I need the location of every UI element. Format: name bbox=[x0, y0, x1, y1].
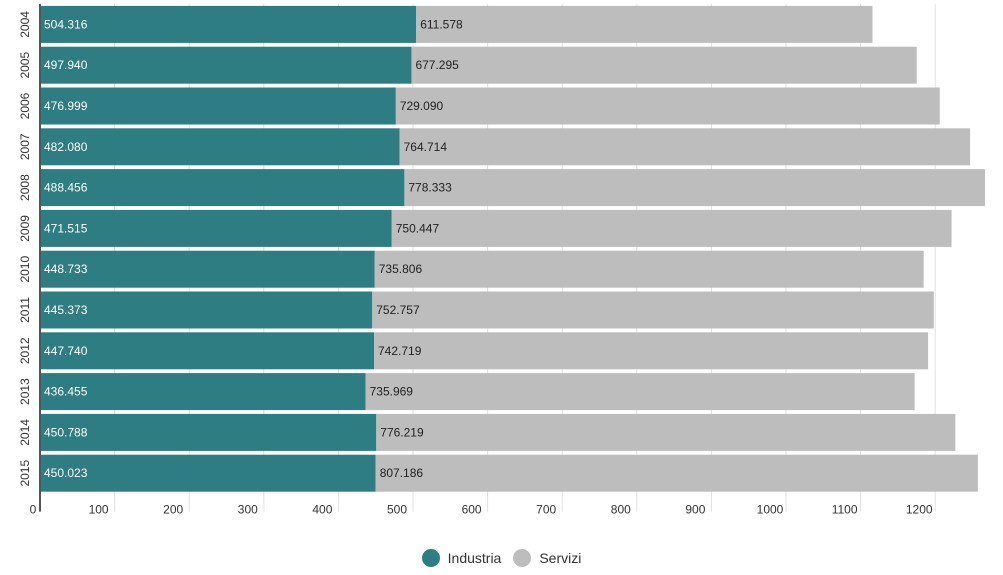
data-label-industria-2011: 445.373 bbox=[44, 303, 88, 317]
data-label-servizi-2011: 752.757 bbox=[376, 303, 420, 317]
x-tick-label: 1200 bbox=[906, 503, 933, 517]
legend-item-industria[interactable]: Industria bbox=[421, 549, 502, 567]
data-label-industria-2009: 471.515 bbox=[44, 221, 88, 235]
x-tick-label: 600 bbox=[462, 503, 482, 517]
legend-label-industria: Industria bbox=[447, 550, 502, 566]
data-label-servizi-2007: 764.714 bbox=[404, 140, 448, 154]
category-label: 2014 bbox=[18, 419, 32, 446]
x-tick-label: 100 bbox=[89, 503, 109, 517]
data-label-servizi-2015: 807.186 bbox=[380, 466, 424, 480]
bar-servizi-2008[interactable] bbox=[404, 169, 986, 207]
category-label: 2004 bbox=[18, 11, 32, 38]
x-tick-label: 200 bbox=[163, 503, 183, 517]
bar-industria-2011[interactable] bbox=[40, 291, 373, 329]
bar-industria-2009[interactable] bbox=[40, 209, 392, 247]
bar-industria-2012[interactable] bbox=[40, 332, 375, 370]
bar-servizi-2015[interactable] bbox=[375, 454, 978, 492]
data-label-servizi-2012: 742.719 bbox=[378, 344, 422, 358]
bar-industria-2006[interactable] bbox=[40, 87, 396, 125]
category-label: 2012 bbox=[18, 337, 32, 364]
category-label: 2013 bbox=[18, 378, 32, 405]
category-label: 2011 bbox=[18, 297, 32, 323]
legend-swatch-industria bbox=[421, 549, 440, 567]
data-label-servizi-2008: 778.333 bbox=[408, 181, 452, 195]
legend-label-servizi: Servizi bbox=[539, 550, 582, 566]
category-label: 2007 bbox=[18, 133, 32, 160]
legend: Industria Servizi bbox=[0, 546, 1003, 570]
legend-item-servizi[interactable]: Servizi bbox=[513, 549, 581, 567]
x-tick-label: 400 bbox=[312, 503, 332, 517]
data-label-industria-2014: 450.788 bbox=[44, 425, 88, 439]
bar-industria-2005[interactable] bbox=[40, 46, 412, 84]
bar-servizi-2013[interactable] bbox=[365, 373, 915, 411]
data-label-industria-2015: 450.023 bbox=[44, 466, 88, 480]
data-label-servizi-2006: 729.090 bbox=[400, 99, 444, 113]
data-label-industria-2004: 504.316 bbox=[44, 17, 88, 31]
category-label: 2008 bbox=[18, 174, 32, 201]
data-label-industria-2005: 497.940 bbox=[44, 58, 88, 72]
x-tick-label: 1000 bbox=[757, 503, 784, 517]
category-label: 2009 bbox=[18, 215, 32, 242]
bar-industria-2008[interactable] bbox=[40, 169, 405, 207]
x-tick-label: 800 bbox=[611, 503, 631, 517]
bar-industria-2015[interactable] bbox=[40, 454, 376, 492]
bar-industria-2007[interactable] bbox=[40, 128, 400, 166]
data-label-servizi-2004: 611.578 bbox=[420, 17, 463, 31]
x-tick-label: 0 bbox=[30, 503, 37, 517]
x-tick-label: 1100 bbox=[832, 503, 858, 517]
category-label: 2006 bbox=[18, 92, 32, 119]
x-tick-label: 700 bbox=[536, 503, 556, 517]
bar-servizi-2009[interactable] bbox=[391, 209, 952, 247]
data-label-servizi-2013: 735.969 bbox=[370, 385, 414, 399]
bar-servizi-2006[interactable] bbox=[395, 87, 940, 125]
category-label: 2005 bbox=[18, 52, 32, 79]
data-label-industria-2013: 436.455 bbox=[44, 385, 88, 399]
data-label-servizi-2009: 750.447 bbox=[396, 221, 440, 235]
bar-servizi-2007[interactable] bbox=[399, 128, 971, 166]
data-label-industria-2008: 488.456 bbox=[44, 181, 88, 195]
bar-servizi-2005[interactable] bbox=[411, 46, 917, 84]
bar-servizi-2012[interactable] bbox=[374, 332, 929, 370]
legend-swatch-servizi bbox=[513, 549, 532, 567]
data-label-servizi-2014: 776.219 bbox=[380, 425, 424, 439]
bar-servizi-2011[interactable] bbox=[372, 291, 934, 329]
bar-servizi-2014[interactable] bbox=[376, 413, 956, 451]
data-label-servizi-2005: 677.295 bbox=[415, 58, 459, 72]
data-label-industria-2007: 482.080 bbox=[44, 140, 88, 154]
bar-industria-2013[interactable] bbox=[40, 373, 366, 411]
data-label-industria-2012: 447.740 bbox=[44, 344, 88, 358]
x-tick-label: 900 bbox=[685, 503, 705, 517]
bar-industria-2014[interactable] bbox=[40, 413, 377, 451]
data-label-industria-2006: 476.999 bbox=[44, 99, 88, 113]
x-tick-label: 500 bbox=[387, 503, 407, 517]
bar-industria-2004[interactable] bbox=[40, 5, 417, 43]
data-label-servizi-2010: 735.806 bbox=[379, 262, 423, 276]
bar-industria-2010[interactable] bbox=[40, 250, 375, 288]
category-label: 2015 bbox=[18, 460, 32, 487]
data-label-industria-2010: 448.733 bbox=[44, 262, 88, 276]
bar-servizi-2004[interactable] bbox=[416, 5, 873, 43]
x-tick-label: 300 bbox=[238, 503, 258, 517]
bar-servizi-2010[interactable] bbox=[374, 250, 924, 288]
category-label: 2010 bbox=[18, 256, 32, 283]
